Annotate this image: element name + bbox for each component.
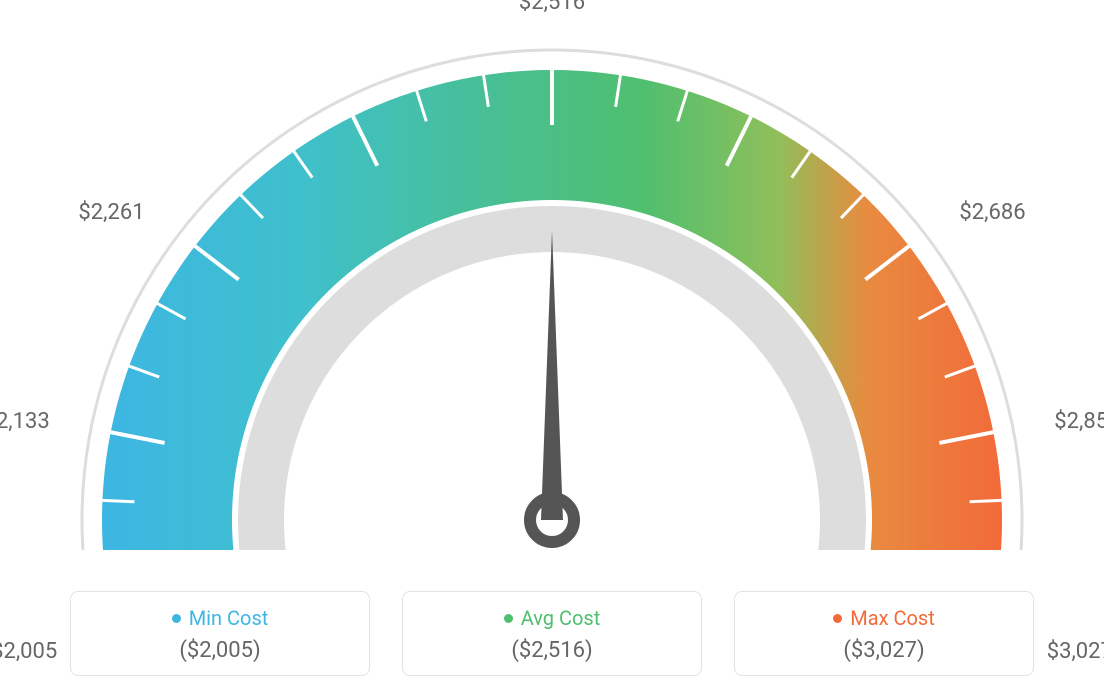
gauge-tick-label: $2,261 [78, 200, 144, 225]
legend-title-max: Max Cost [833, 606, 935, 630]
gauge-tick-label: $2,856 [1054, 409, 1104, 434]
legend-card-max: Max Cost ($3,027) [734, 591, 1034, 676]
legend-dot-icon [172, 614, 181, 623]
legend-title-text: Min Cost [189, 606, 269, 630]
legend-row: Min Cost ($2,005) Avg Cost ($2,516) Max … [0, 591, 1104, 676]
legend-title-min: Min Cost [172, 606, 269, 630]
gauge-chart: $2,005$2,133$2,261$2,516$2,686$2,856$3,0… [0, 0, 1104, 560]
gauge-tick-label: $2,686 [959, 200, 1025, 225]
gauge-tick-label: $2,516 [519, 0, 585, 15]
legend-card-avg: Avg Cost ($2,516) [402, 591, 702, 676]
legend-title-avg: Avg Cost [504, 606, 601, 630]
legend-title-text: Max Cost [850, 606, 935, 630]
gauge-tick-label: $2,133 [0, 409, 50, 434]
legend-value-avg: ($2,516) [511, 638, 592, 663]
gauge-svg [32, 10, 1072, 550]
legend-value-min: ($2,005) [179, 638, 260, 663]
legend-title-text: Avg Cost [521, 606, 601, 630]
legend-dot-icon [504, 614, 513, 623]
legend-card-min: Min Cost ($2,005) [70, 591, 370, 676]
legend-dot-icon [833, 614, 842, 623]
legend-value-max: ($3,027) [843, 638, 924, 663]
